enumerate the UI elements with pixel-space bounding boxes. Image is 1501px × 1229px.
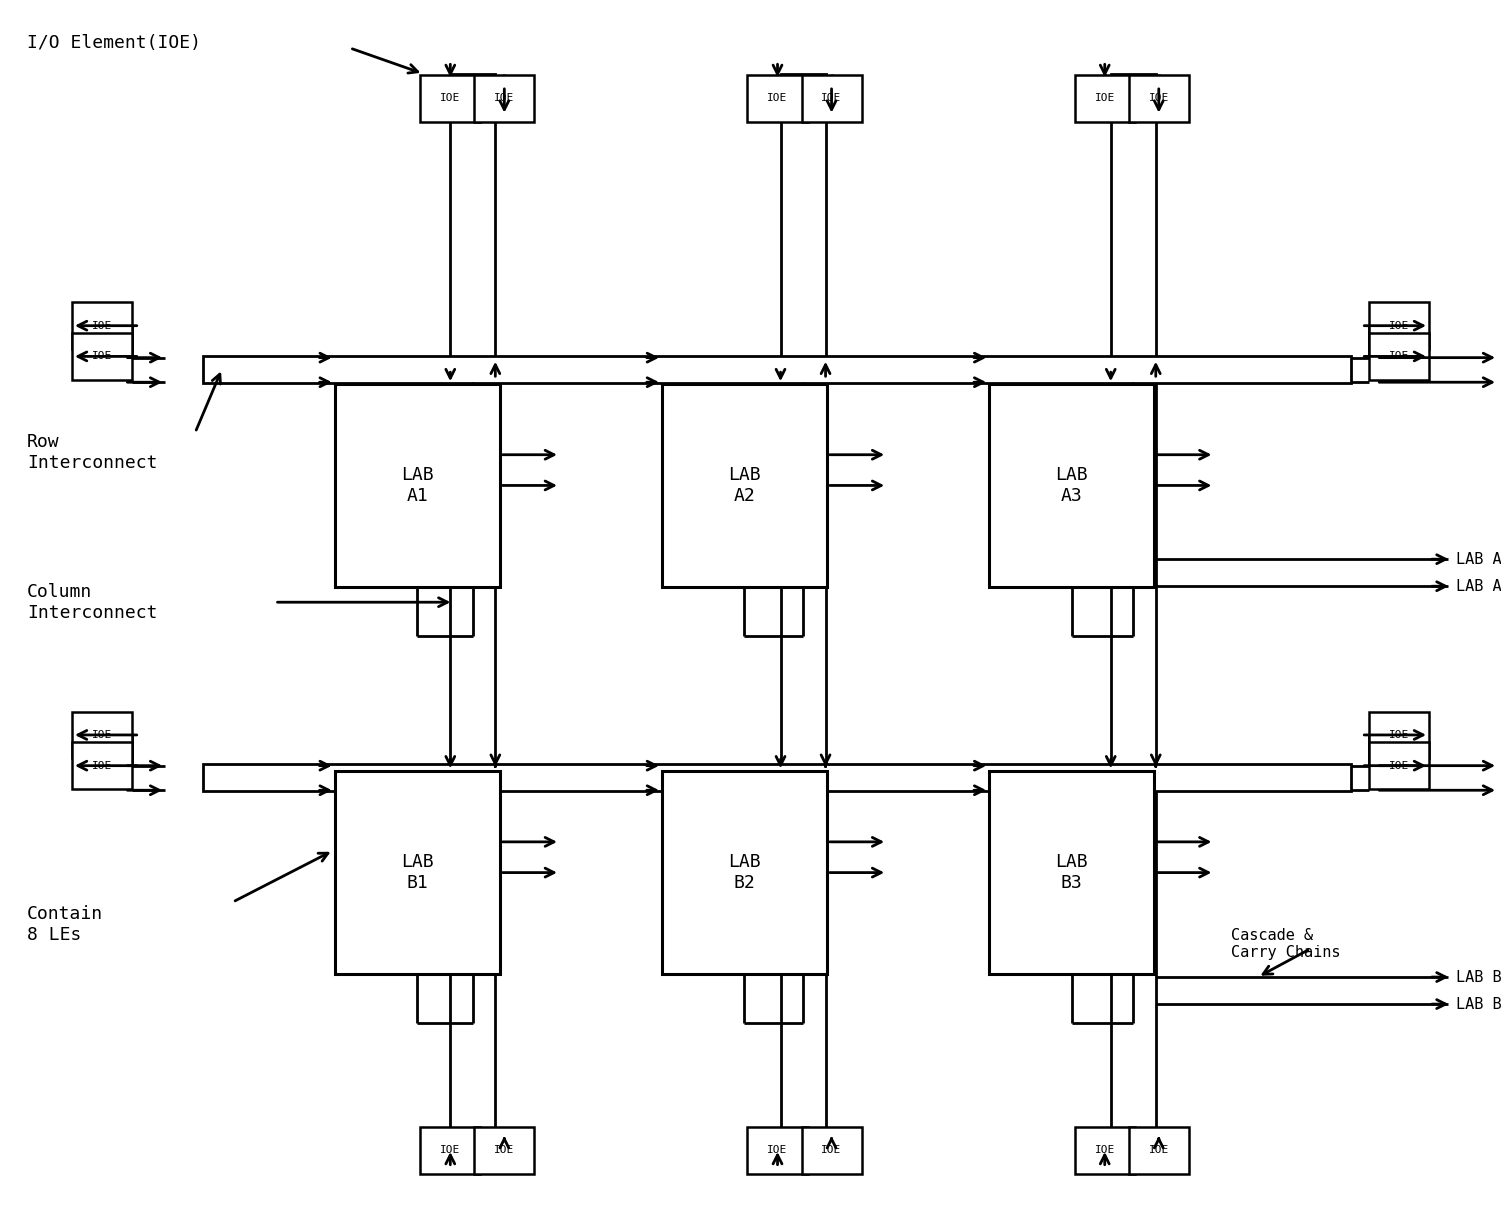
Text: Contain
8 LEs: Contain 8 LEs: [27, 905, 104, 944]
Bar: [989, 772, 1154, 973]
Bar: [72, 333, 132, 380]
Text: IOE: IOE: [767, 1145, 788, 1155]
Text: IOE: IOE: [92, 761, 113, 771]
Bar: [1075, 1127, 1135, 1174]
Text: LAB A5: LAB A5: [1456, 552, 1501, 567]
Text: IOE: IOE: [494, 1145, 515, 1155]
Bar: [474, 75, 534, 122]
Text: IOE: IOE: [1148, 93, 1169, 103]
Text: LAB B5: LAB B5: [1456, 970, 1501, 984]
Text: LAB B4: LAB B4: [1456, 997, 1501, 1011]
Text: IOE: IOE: [1094, 1145, 1115, 1155]
Bar: [989, 383, 1154, 587]
Bar: [450, 74, 495, 1155]
Text: I/O Element(IOE): I/O Element(IOE): [27, 34, 201, 52]
Text: LAB
A3: LAB A3: [1055, 466, 1088, 505]
Text: IOE: IOE: [92, 351, 113, 361]
Text: LAB A4: LAB A4: [1456, 579, 1501, 594]
Text: LAB
B3: LAB B3: [1055, 853, 1088, 892]
Bar: [1075, 75, 1135, 122]
Text: IOE: IOE: [440, 93, 461, 103]
Bar: [662, 772, 827, 973]
Bar: [802, 1127, 862, 1174]
Text: IOE: IOE: [92, 321, 113, 331]
Text: IOE: IOE: [767, 93, 788, 103]
Bar: [203, 356, 1351, 383]
Text: LAB
A2: LAB A2: [728, 466, 761, 505]
Bar: [1369, 333, 1429, 380]
Text: Row
Interconnect: Row Interconnect: [27, 433, 158, 472]
Bar: [335, 383, 500, 587]
Bar: [662, 383, 827, 587]
Bar: [1129, 1127, 1189, 1174]
Bar: [203, 764, 1351, 791]
Text: IOE: IOE: [92, 730, 113, 740]
Text: IOE: IOE: [821, 93, 842, 103]
Bar: [781, 74, 826, 1155]
Text: IOE: IOE: [1148, 1145, 1169, 1155]
Text: LAB
A1: LAB A1: [401, 466, 434, 505]
Text: IOE: IOE: [1094, 93, 1115, 103]
Bar: [1369, 742, 1429, 789]
Bar: [747, 75, 808, 122]
Bar: [1369, 302, 1429, 349]
Bar: [72, 712, 132, 758]
Bar: [747, 1127, 808, 1174]
Text: IOE: IOE: [1388, 761, 1409, 771]
Bar: [420, 1127, 480, 1174]
Bar: [420, 75, 480, 122]
Bar: [335, 772, 500, 973]
Text: LAB
B1: LAB B1: [401, 853, 434, 892]
Bar: [72, 742, 132, 789]
Text: IOE: IOE: [821, 1145, 842, 1155]
Bar: [72, 302, 132, 349]
Text: IOE: IOE: [1388, 351, 1409, 361]
Bar: [474, 1127, 534, 1174]
Text: Column
Interconnect: Column Interconnect: [27, 583, 158, 622]
Text: LAB
B2: LAB B2: [728, 853, 761, 892]
Text: Cascade &
Carry Chains: Cascade & Carry Chains: [1231, 928, 1340, 960]
Text: IOE: IOE: [494, 93, 515, 103]
Bar: [1111, 74, 1156, 1155]
Text: IOE: IOE: [440, 1145, 461, 1155]
Text: IOE: IOE: [1388, 730, 1409, 740]
Text: IOE: IOE: [1388, 321, 1409, 331]
Bar: [1129, 75, 1189, 122]
Bar: [1369, 712, 1429, 758]
Bar: [802, 75, 862, 122]
